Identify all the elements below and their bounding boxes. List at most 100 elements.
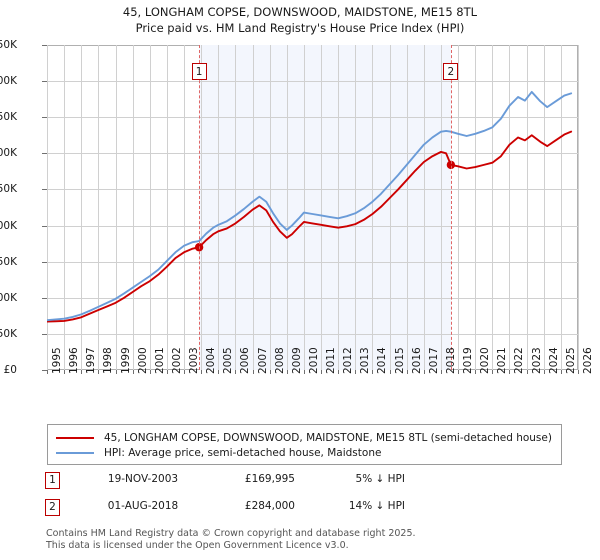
x-axis-tick (47, 370, 48, 374)
event-vertical-line (199, 45, 201, 370)
y-axis-tick-label: £50K (0, 327, 17, 340)
x-axis-tick-label: 2023 (530, 347, 543, 374)
y-axis-tick-label: £250K (0, 183, 17, 196)
x-axis-tick (64, 370, 66, 374)
y-axis-tick-label: £200K (0, 219, 17, 232)
price-paid-line (47, 130, 573, 323)
x-axis-tick-label: 2017 (427, 347, 440, 374)
gridline-vertical (201, 45, 203, 370)
x-axis-tick-label: 2010 (307, 347, 320, 374)
y-axis-tick (42, 153, 47, 155)
x-axis-tick (218, 370, 220, 374)
x-axis-tick (458, 370, 460, 374)
page-title: 45, LONGHAM COPSE, DOWNSWOOD, MAIDSTONE,… (0, 4, 600, 36)
gridline-vertical (235, 45, 237, 370)
transaction-index-2: 2 (45, 499, 60, 516)
y-axis-tick-label: £150K (0, 255, 17, 268)
x-axis-tick (132, 370, 134, 374)
y-axis-tick (42, 45, 47, 46)
x-axis-tick (440, 370, 442, 374)
x-axis-tick-label: 1997 (85, 347, 98, 374)
x-axis-tick-label: 2002 (170, 347, 183, 374)
x-axis-tick-label: 2026 (582, 347, 594, 374)
y-axis-tick (42, 117, 47, 119)
x-axis-tick (475, 370, 477, 374)
footer-line-2: This data is licensed under the Open Gov… (46, 539, 349, 551)
x-axis-tick (560, 370, 562, 374)
gridline-vertical (355, 45, 357, 370)
x-axis-tick (184, 370, 186, 374)
x-axis-tick-label: 2021 (496, 347, 509, 374)
event-vertical-line (450, 45, 452, 370)
x-axis-tick-label: 2016 (410, 347, 423, 374)
x-axis-tick-label: 2019 (462, 347, 475, 374)
gridline-vertical (406, 45, 408, 370)
y-axis-tick-label: £400K (0, 75, 17, 88)
x-axis-tick (166, 370, 168, 374)
event-marker-box-1[interactable]: 1 (191, 63, 207, 80)
transaction-date-2: 01-AUG-2018 (107, 500, 179, 512)
gridline-vertical (149, 45, 151, 370)
gridline-vertical (492, 45, 494, 370)
gridline-vertical (372, 45, 374, 370)
title-line-1: 45, LONGHAM COPSE, DOWNSWOOD, MAIDSTONE,… (122, 5, 478, 19)
gridline-horizontal (47, 117, 578, 119)
footer-line-1: Contains HM Land Registry data © Crown c… (46, 528, 416, 539)
x-axis-tick-label: 2000 (136, 347, 149, 374)
x-axis-tick (286, 370, 288, 374)
x-axis-tick-label: 2014 (376, 347, 389, 374)
x-axis-tick (406, 370, 408, 374)
x-axis-tick-label: 2022 (513, 347, 526, 374)
y-axis-tick-label: £450K (0, 39, 17, 51)
legend-label-price-paid: 45, LONGHAM COPSE, DOWNSWOOD, MAIDSTONE,… (104, 431, 552, 444)
x-axis-tick-label: 2012 (342, 347, 355, 374)
gridline-vertical (543, 45, 545, 370)
y-axis-tick (42, 189, 47, 191)
gridline-horizontal (47, 225, 578, 227)
series-layer (47, 90, 573, 323)
ownership-period-band (199, 45, 451, 370)
gridline-vertical (338, 45, 340, 370)
x-axis-tick (115, 370, 117, 374)
x-axis-tick (526, 370, 528, 374)
gridline-vertical (286, 45, 288, 370)
x-axis-tick (269, 370, 271, 374)
hpi-line (47, 90, 573, 322)
x-axis-tick-label: 2003 (188, 347, 201, 374)
x-axis-tick (252, 370, 254, 374)
table-row: 1 19-NOV-2003 £169,995 5% ↓ HPI (45, 472, 465, 499)
x-axis-tick-label: 2001 (153, 347, 166, 374)
x-axis-tick-label: 2006 (239, 347, 252, 374)
x-axis-tick (389, 370, 391, 374)
x-axis-tick-label: 2020 (479, 347, 492, 374)
y-axis-tick (42, 225, 47, 227)
x-axis-tick (372, 370, 374, 374)
chart-legend: 45, LONGHAM COPSE, DOWNSWOOD, MAIDSTONE,… (47, 424, 562, 465)
x-axis-tick (201, 370, 203, 374)
transaction-date-1: 19-NOV-2003 (107, 473, 179, 485)
gridline-vertical (458, 45, 460, 370)
x-axis-tick-label: 2008 (273, 347, 286, 374)
y-axis-tick (42, 370, 47, 371)
legend-label-hpi: HPI: Average price, semi-detached house,… (104, 446, 382, 459)
y-axis-tick (42, 81, 47, 83)
x-axis-tick-label: 2024 (547, 347, 560, 374)
x-axis-tick (235, 370, 237, 374)
x-axis-tick-label: 2005 (222, 347, 235, 374)
x-axis-tick (578, 370, 579, 374)
gridline-vertical (526, 45, 528, 370)
y-axis-tick (42, 297, 47, 299)
gridline-horizontal (47, 261, 578, 263)
x-axis-tick (338, 370, 340, 374)
y-axis-tick (42, 261, 47, 263)
event-marker-box-2[interactable]: 2 (443, 63, 459, 80)
gridline-vertical (578, 45, 579, 370)
x-axis-tick-label: 2015 (393, 347, 406, 374)
table-row: 2 01-AUG-2018 £284,000 14% ↓ HPI (45, 499, 465, 526)
title-line-2: Price paid vs. HM Land Registry's House … (135, 21, 465, 35)
gridline-vertical (475, 45, 477, 370)
x-axis-tick-label: 2011 (325, 347, 338, 374)
gridline-vertical (509, 45, 511, 370)
